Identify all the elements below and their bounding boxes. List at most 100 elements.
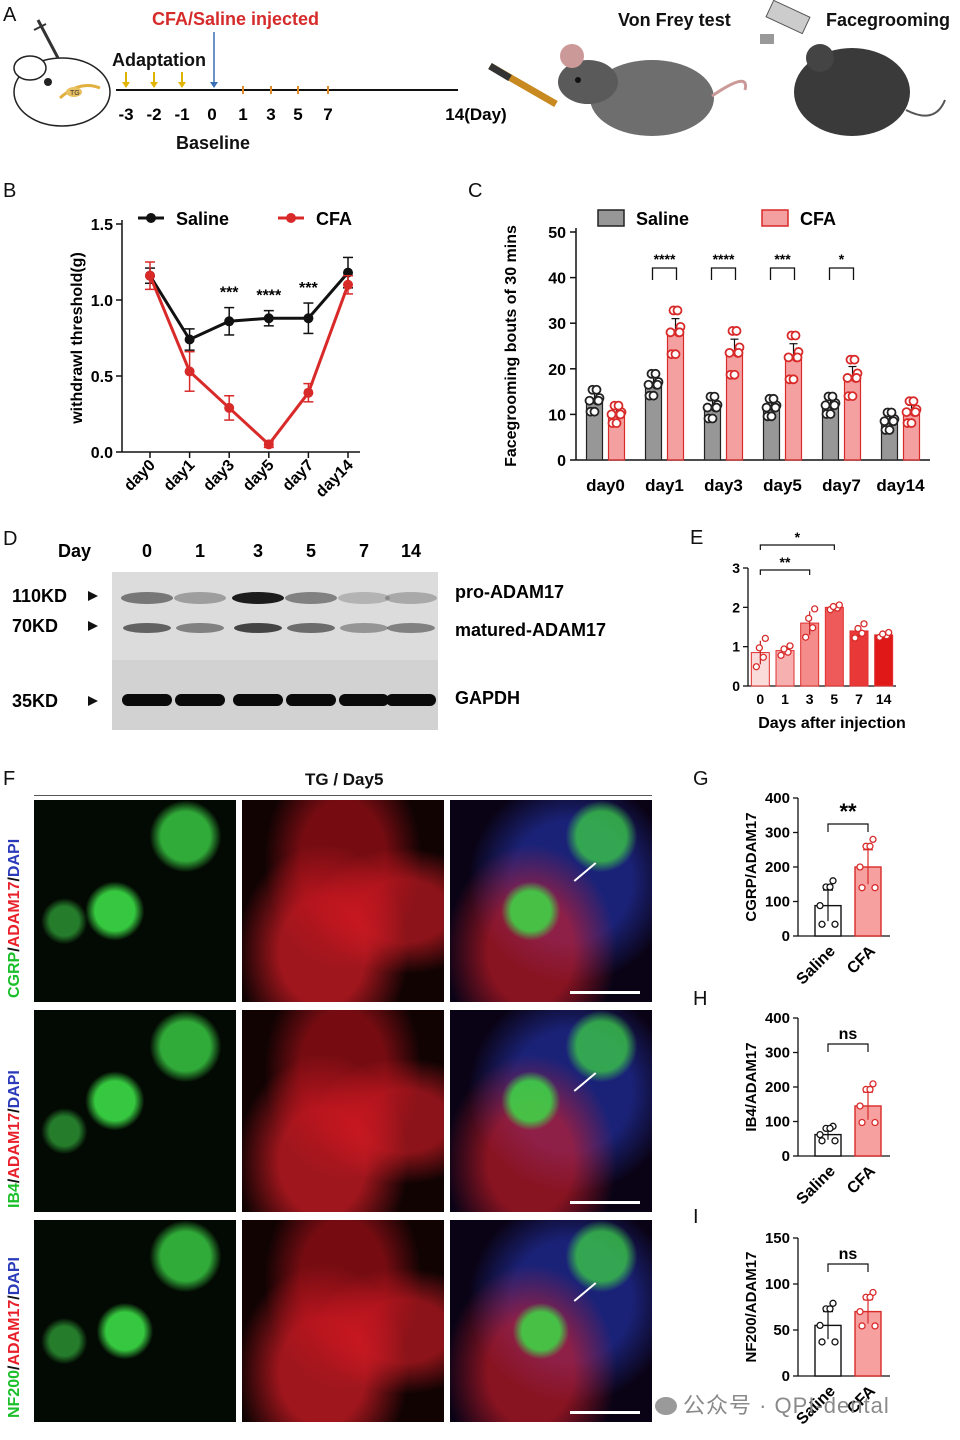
data-point (731, 326, 742, 336)
green-channel-image (34, 1220, 236, 1422)
data-point (816, 901, 824, 910)
data-point (263, 439, 274, 450)
separator: / (6, 877, 23, 882)
stain-label-row-3: NF200/ADAM17/DAPI (6, 1257, 24, 1418)
data-point (829, 602, 837, 611)
data-point (224, 316, 235, 327)
red-channel-image (242, 1220, 444, 1422)
panel-label-g: G (693, 768, 709, 790)
lane-label: 1 (195, 541, 205, 561)
blue-stain-name: DAPI (6, 1257, 23, 1296)
x-tick-label: day1 (161, 457, 199, 495)
separator: / (6, 1365, 23, 1370)
data-point (761, 402, 772, 413)
significance-label: * (795, 529, 801, 545)
band-matured-adam17 (176, 623, 224, 633)
lane-label: 14 (401, 541, 421, 561)
timeline-tick-label: 7 (323, 105, 332, 124)
bar (824, 606, 844, 687)
adaptation-arrowhead (122, 82, 130, 88)
y-tick-label: 0.5 (91, 369, 113, 386)
data-point (908, 396, 919, 407)
panel-d-western-blot: Day 0 1 3 5 7 14 110KD 70KD 35KD pro-ADAM17 matured… (12, 541, 606, 730)
data-point (886, 407, 897, 418)
x-tick-label: 0 (756, 691, 764, 707)
data-point (777, 651, 785, 659)
lane-label: 3 (253, 541, 263, 561)
band-pro-adam17 (232, 592, 284, 604)
legend-label: Saline (636, 209, 689, 229)
y-tick-label: 400 (765, 790, 790, 807)
data-point (790, 330, 801, 341)
y-axis-title: IB4/ADAM17 (743, 1042, 760, 1131)
data-point (879, 416, 890, 427)
data-point (866, 1085, 874, 1094)
data-point (856, 1102, 864, 1110)
wechat-icon (655, 1397, 677, 1415)
y-tick-label: 300 (765, 825, 790, 842)
mouse-head-illustration (13, 19, 111, 127)
separator: / (6, 1178, 23, 1184)
data-point (733, 347, 744, 358)
data-point (831, 920, 839, 928)
legend-swatch (597, 209, 625, 227)
legend-label: CFA (800, 209, 836, 229)
data-point (816, 1130, 824, 1139)
panel-f-divider (34, 795, 652, 796)
x-tick-label: day0 (121, 457, 159, 495)
data-point (729, 369, 740, 380)
data-point (648, 390, 659, 401)
timeline-tick-label: 3 (266, 105, 275, 124)
significance-label: ** (780, 554, 791, 570)
data-point (761, 634, 769, 643)
adaptation-label: Adaptation (112, 50, 206, 70)
x-axis-title: Days after injection (758, 715, 906, 732)
data-point (783, 352, 794, 363)
data-point (724, 347, 735, 358)
x-tick-label: 1 (781, 691, 789, 707)
panel-label-i: I (693, 1206, 699, 1228)
significance-bracket (769, 267, 796, 280)
panel-label-h: H (693, 988, 708, 1010)
significance-label: ns (839, 1026, 858, 1043)
data-point (847, 391, 858, 402)
y-tick-label: 50 (773, 1322, 790, 1339)
series-line-saline (148, 271, 350, 342)
data-point (858, 1118, 866, 1127)
data-point (858, 1322, 866, 1330)
arrow-indicator (573, 861, 597, 882)
injected-label: CFA/Saline injected (152, 9, 319, 29)
significance-bracket (759, 544, 835, 550)
lane-label: 7 (359, 541, 369, 561)
x-tick-label: day7 (822, 476, 861, 495)
data-point (802, 633, 810, 641)
y-tick-label: 0 (557, 453, 566, 470)
data-point (835, 601, 843, 609)
data-point (869, 835, 877, 844)
bar (874, 634, 894, 687)
data-point (884, 425, 895, 435)
marker-arrow (88, 591, 98, 601)
data-point (792, 352, 803, 363)
y-tick-label: 100 (765, 1276, 790, 1293)
panel-label-e: E (690, 527, 704, 549)
data-point (811, 605, 819, 613)
x-tick-label: day3 (200, 457, 238, 495)
data-point (871, 1118, 879, 1127)
data-point (858, 884, 866, 892)
green-stain-name: CGRP (6, 951, 23, 998)
y-tick-label: 0 (782, 928, 790, 945)
data-point (901, 407, 912, 418)
band-name-label: matured-ADAM17 (455, 620, 606, 640)
data-point (831, 1338, 839, 1346)
band-pro-adam17 (285, 592, 337, 604)
data-point (650, 368, 661, 379)
panel-f-title: TG / Day5 (305, 770, 384, 789)
band-gapdh (233, 694, 283, 706)
von-frey-mouse-illustration (488, 44, 748, 136)
significance-label: **** (654, 251, 676, 267)
adaptation-arrowhead (150, 82, 158, 88)
y-tick-label: 200 (765, 859, 790, 876)
data-point (707, 413, 718, 424)
